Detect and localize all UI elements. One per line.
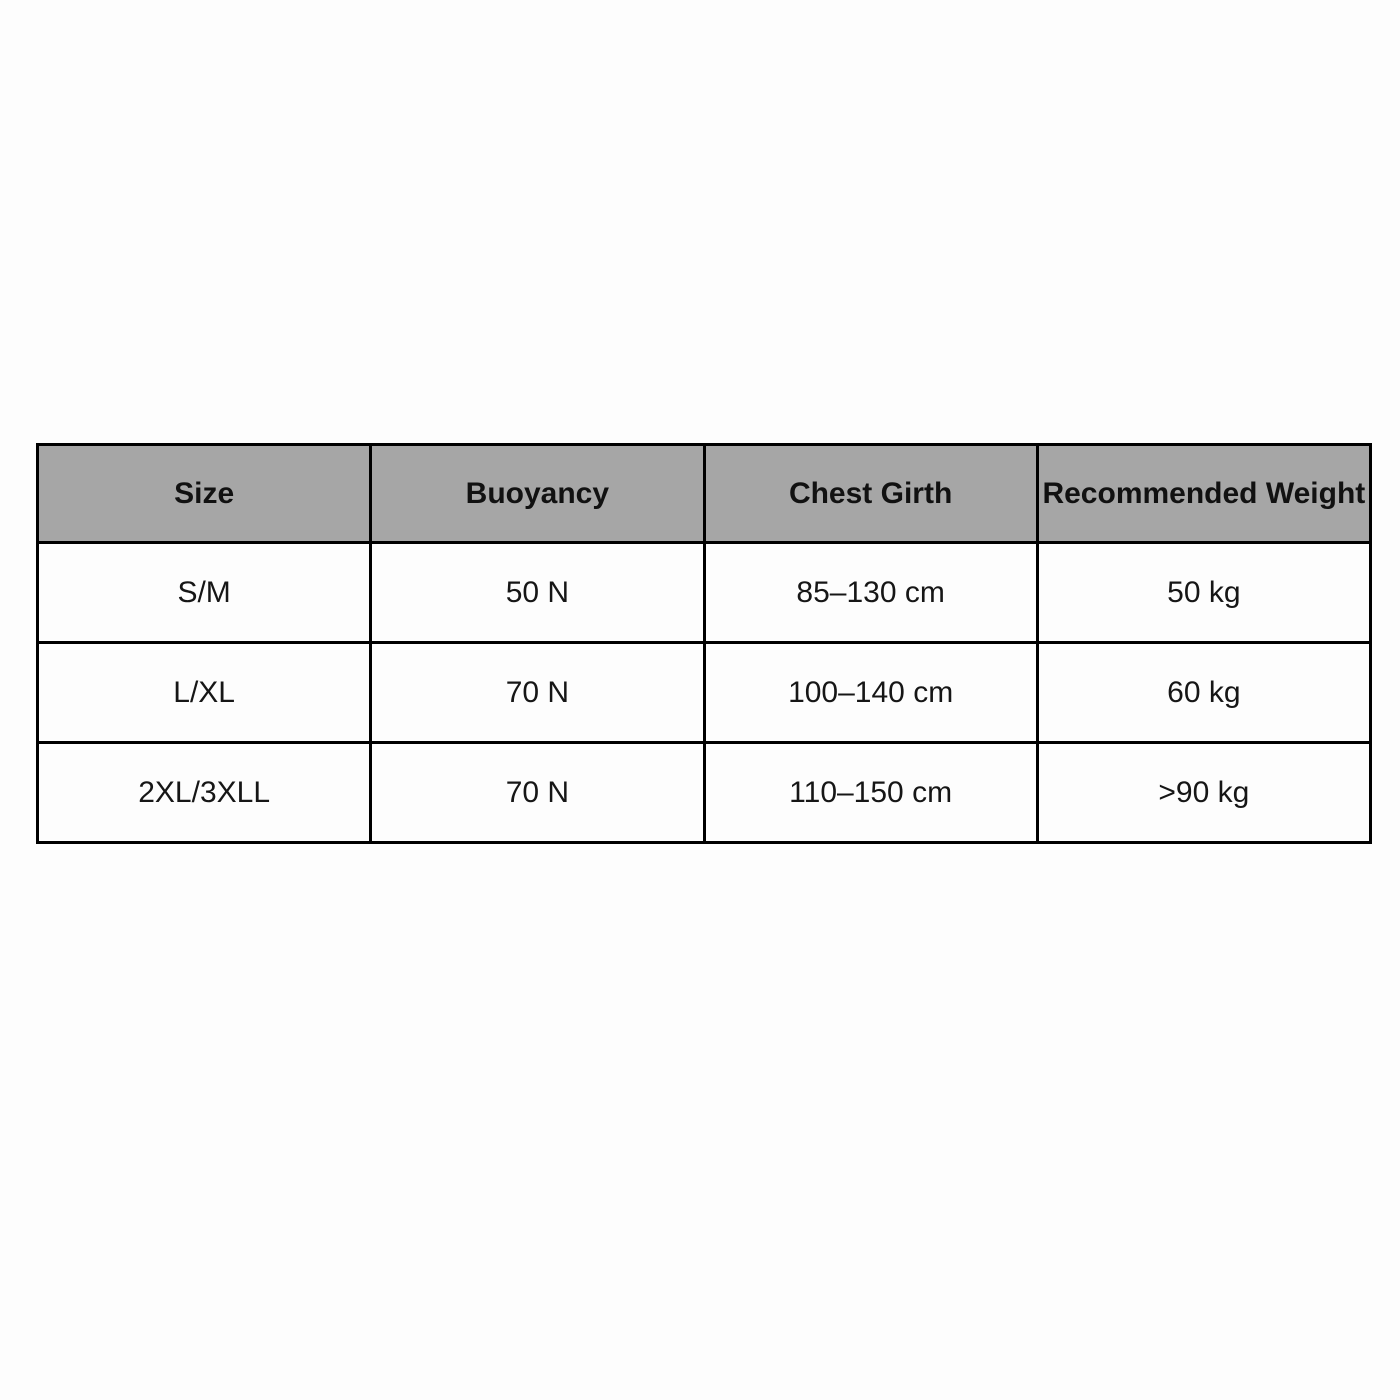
cell-buoyancy: 70 N [369, 741, 706, 844]
table-row: S/M 50 N 85–130 cm 50 kg [35, 541, 1373, 644]
cell-buoyancy: 70 N [369, 641, 706, 744]
cell-recommended-weight: 50 kg [1035, 541, 1373, 644]
cell-recommended-weight: 60 kg [1035, 641, 1373, 744]
cell-size: L/XL [35, 641, 373, 744]
cell-recommended-weight: >90 kg [1035, 741, 1373, 844]
cell-buoyancy: 50 N [369, 541, 706, 644]
table-row: 2XL/3XLL 70 N 110–150 cm >90 kg [35, 741, 1373, 844]
cell-chest-girth: 110–150 cm [702, 741, 1039, 844]
header-cell-chest-girth: Chest Girth [702, 443, 1039, 544]
table-row: L/XL 70 N 100–140 cm 60 kg [35, 641, 1373, 744]
table-header: Size Buoyancy Chest Girth Recommended We… [35, 443, 1373, 544]
header-cell-recommended-weight: Recommended Weight [1035, 443, 1373, 544]
table-body: S/M 50 N 85–130 cm 50 kg L/XL 70 N 100–1… [35, 541, 1373, 844]
cell-chest-girth: 100–140 cm [702, 641, 1039, 744]
header-cell-size: Size [35, 443, 373, 544]
cell-chest-girth: 85–130 cm [702, 541, 1039, 644]
cell-size: 2XL/3XLL [35, 741, 373, 844]
header-cell-buoyancy: Buoyancy [369, 443, 706, 544]
header-row: Size Buoyancy Chest Girth Recommended We… [35, 443, 1373, 544]
cell-size: S/M [35, 541, 373, 644]
size-specification-table: Size Buoyancy Chest Girth Recommended We… [35, 443, 1373, 844]
